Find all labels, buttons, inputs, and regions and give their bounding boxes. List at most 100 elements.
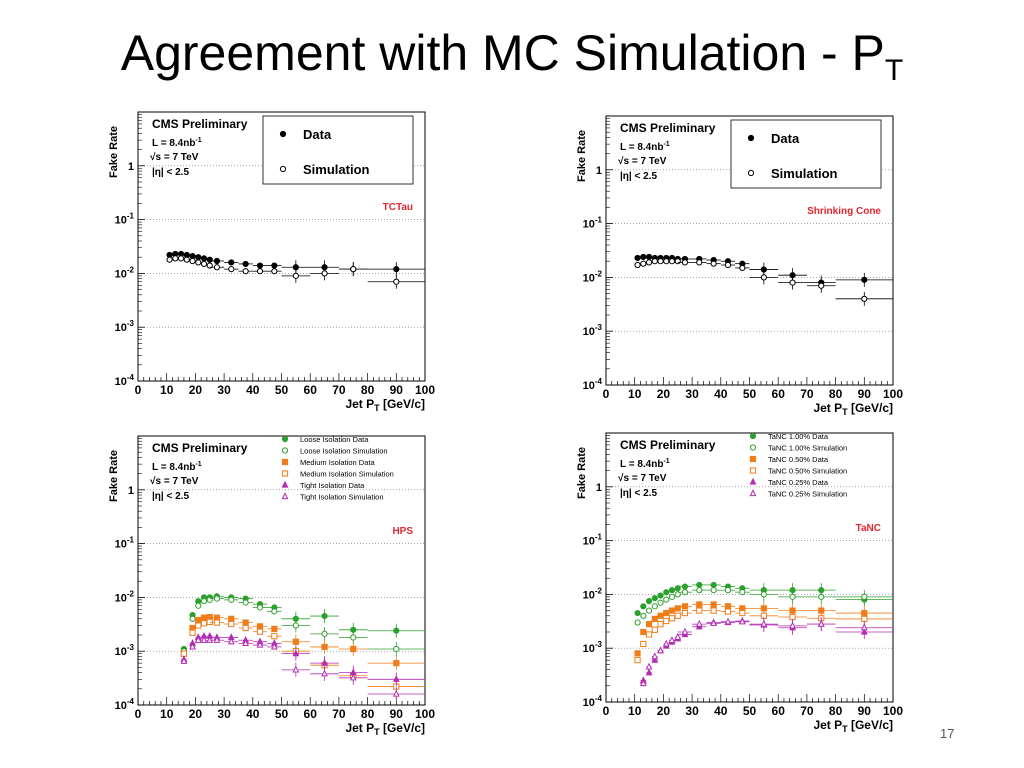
y-tick-label: 1 (596, 482, 602, 494)
data-point (668, 587, 676, 594)
data-point (634, 254, 641, 262)
data-point (350, 634, 357, 641)
data-point (760, 619, 768, 627)
data-point (657, 612, 664, 619)
data-point (270, 642, 278, 650)
legend-marker (747, 134, 755, 142)
data-point (674, 612, 681, 619)
data-point (256, 268, 264, 275)
data-point (663, 596, 670, 603)
eta-cut-label: |η| < 2.5 (152, 491, 189, 502)
data-point (640, 260, 647, 267)
x-tick-label: 0 (135, 707, 142, 721)
x-tick-label: 40 (714, 387, 728, 401)
data-point (183, 256, 190, 263)
data-point (668, 615, 676, 622)
x-tick-label: 70 (332, 383, 346, 397)
data-point (256, 604, 264, 611)
legend-entry-label: Simulation (303, 162, 370, 177)
data-point (681, 589, 689, 596)
x-tick-label: 40 (246, 707, 260, 721)
data-point (321, 658, 328, 666)
data-point (256, 262, 264, 269)
data-point (681, 603, 689, 610)
x-tick-label: 40 (714, 704, 728, 718)
y-axis-title: Fake Rate (108, 450, 120, 502)
data-point (292, 638, 299, 645)
data-point (172, 255, 179, 262)
x-tick-label: 70 (332, 707, 346, 721)
y-tick-label: 10-3 (115, 319, 135, 334)
x-tick-label: 60 (304, 707, 318, 721)
algorithm-label: TCTau (383, 202, 413, 213)
y-tick-label: 10-2 (583, 586, 603, 601)
data-point (639, 679, 647, 687)
data-point (668, 607, 676, 614)
y-tick-label: 10-2 (583, 269, 603, 284)
data-point (195, 602, 202, 609)
x-tick-label: 30 (685, 387, 699, 401)
data-point (651, 626, 658, 633)
y-tick-label: 10-4 (115, 373, 135, 388)
y-tick-label: 10-1 (583, 216, 603, 231)
y-tick-label: 10-3 (583, 323, 603, 338)
data-point (180, 657, 188, 664)
data-point (861, 276, 868, 283)
legend-marker (281, 447, 289, 454)
chart-panel-tctau: 10-4 10-3 10-2 10-1 1 0 10 20 30 40 50 60 70 80 90 100 F… (105, 104, 435, 414)
eta-cut-label: |η| < 2.5 (620, 171, 657, 182)
data-point (292, 665, 300, 673)
data-point (195, 254, 202, 261)
legend-entry-label: Medium Isolation Simulation (300, 470, 394, 479)
data-point (228, 620, 235, 628)
data-point (739, 589, 746, 596)
y-tick-label: 10-3 (583, 640, 603, 655)
data-point (739, 609, 746, 617)
page-number: 17 (940, 726, 955, 741)
legend-marker (279, 130, 287, 138)
legend-marker (281, 470, 289, 477)
x-tick-label: 60 (772, 387, 786, 401)
data-point (674, 633, 682, 640)
legend-entry-label: TaNC 0.50% Simulation (768, 467, 847, 476)
chart-panel-tanc: 10-4 10-3 10-2 10-1 1 0 10 20 30 40 50 60 70 80 90 100 F… (573, 425, 903, 735)
data-point (228, 596, 235, 603)
y-tick-label: 10-4 (115, 697, 135, 712)
data-point (227, 637, 235, 645)
legend-entry-label: TaNC 0.25% Simulation (768, 490, 847, 499)
legend-marker (281, 458, 289, 466)
data-point (166, 256, 173, 263)
data-point (674, 585, 681, 592)
data-point (645, 259, 653, 266)
data-point (213, 595, 221, 602)
legend-entry-label: Medium Isolation Data (300, 458, 375, 467)
data-point (350, 266, 357, 273)
x-tick-label: 20 (657, 704, 671, 718)
data-point (213, 264, 221, 271)
legend-entry-label: TaNC 1.00% Simulation (768, 444, 847, 453)
legend-entry-label: Loose Isolation Data (300, 435, 369, 444)
data-point (760, 274, 767, 281)
data-point (200, 255, 208, 262)
data-point (271, 608, 278, 615)
x-axis-title: Jet PT [GeV/c] (813, 401, 893, 417)
series-tight-isolation-simulation (180, 636, 425, 702)
energy-label: √s = 7 TeV (150, 152, 199, 163)
x-tick-label: 30 (685, 704, 699, 718)
data-point (657, 592, 664, 599)
legend-entry-label: Loose Isolation Simulation (300, 447, 388, 456)
data-point (350, 645, 357, 653)
data-point (256, 623, 264, 630)
legend-marker (281, 480, 289, 488)
x-tick-label: 20 (189, 383, 203, 397)
legend-entry-label: Tight Isolation Simulation (300, 493, 384, 502)
y-tick-label: 1 (596, 165, 602, 177)
legend: TaNC 1.00% Data TaNC 1.00% Simulation TaNC… (749, 432, 847, 499)
data-point (674, 605, 681, 612)
data-point (861, 593, 868, 600)
data-point (645, 621, 653, 628)
data-point (321, 669, 328, 677)
data-point (640, 253, 647, 261)
data-point (657, 621, 664, 628)
x-tick-label: 50 (743, 387, 757, 401)
